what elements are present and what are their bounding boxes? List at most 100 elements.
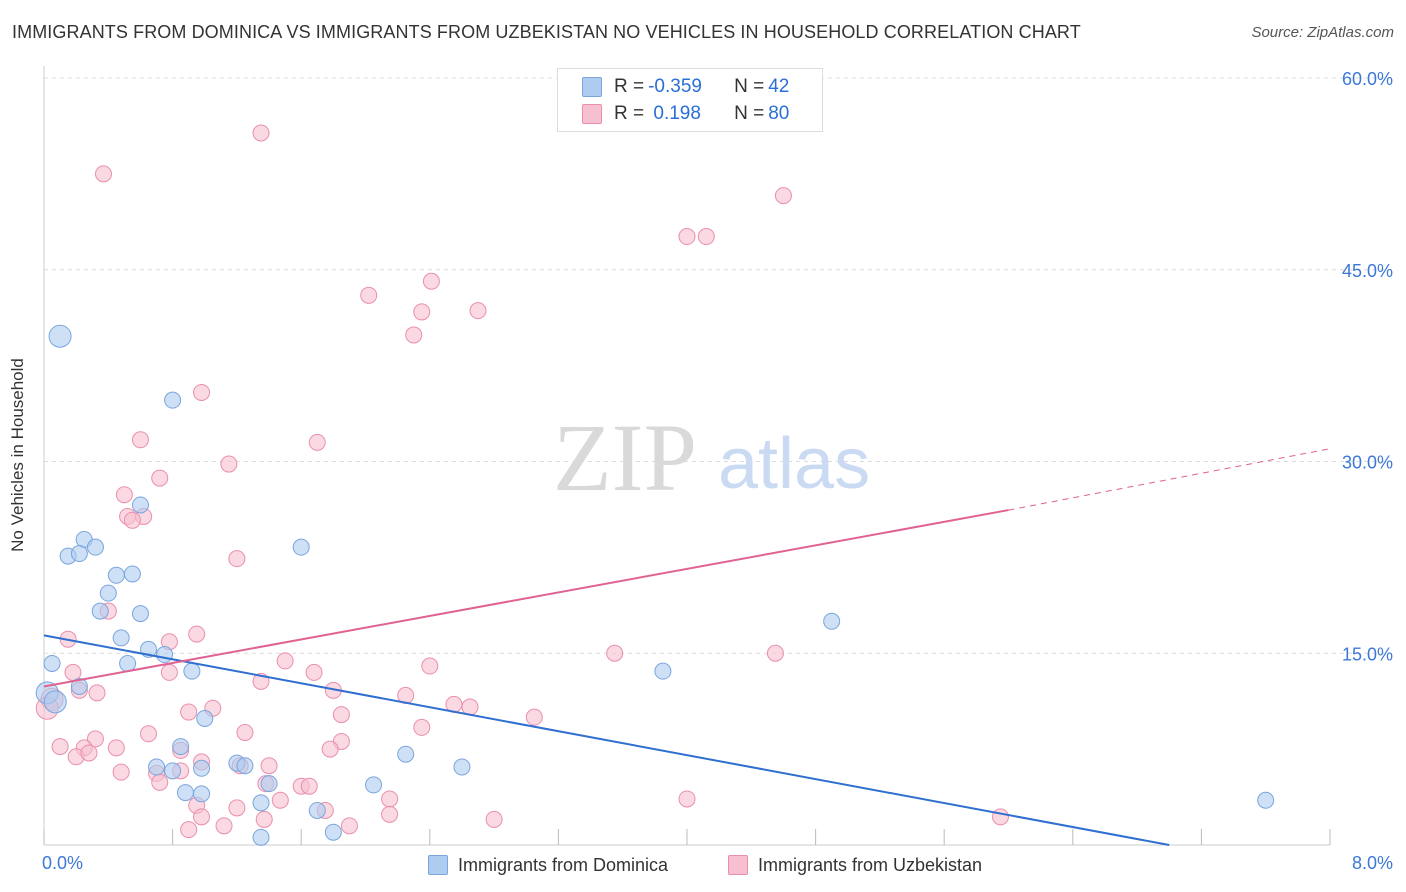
uzbekistan-point bbox=[115, 486, 133, 504]
dominica-point bbox=[365, 776, 383, 794]
dominica-point bbox=[176, 784, 194, 802]
uzbekistan-point bbox=[606, 644, 624, 662]
legend-swatch-uzbekistan bbox=[582, 104, 602, 124]
uzbekistan-point bbox=[381, 805, 399, 823]
uzbekistan-point bbox=[228, 799, 246, 817]
legend-r-label: R = bbox=[614, 76, 645, 97]
legend-item-uzbekistan: Immigrants from Uzbekistan bbox=[728, 852, 982, 878]
legend-swatch-dominica bbox=[428, 855, 448, 875]
uzbekistan-point bbox=[180, 703, 198, 721]
dominica-point bbox=[654, 662, 672, 680]
dominica-point bbox=[43, 690, 67, 714]
dominica-point bbox=[196, 709, 214, 727]
dominica-point bbox=[164, 391, 182, 409]
uzbekistan-point bbox=[774, 187, 792, 205]
y-axis-label: No Vehicles in Household bbox=[8, 358, 27, 552]
uzbekistan-point bbox=[469, 302, 487, 320]
dominica-point bbox=[1257, 791, 1275, 809]
y-tick-label: 15.0% bbox=[1342, 644, 1393, 664]
uzbekistan-point bbox=[461, 698, 479, 716]
uzbekistan-point bbox=[94, 165, 112, 183]
gridlines bbox=[44, 77, 1392, 654]
uzbekistan-point bbox=[80, 744, 98, 762]
watermark: ZIP atlas bbox=[553, 404, 870, 511]
uzbekistan-point bbox=[64, 663, 82, 681]
dominica-point bbox=[164, 762, 182, 780]
uzbekistan-point bbox=[678, 228, 696, 246]
uzbekistan-point bbox=[139, 725, 157, 743]
dominica-point bbox=[172, 738, 190, 756]
uzbekistan-point bbox=[413, 718, 431, 736]
uzbekistan-point bbox=[188, 625, 206, 643]
dominica-trendline bbox=[43, 634, 1170, 846]
dominica-point bbox=[43, 654, 61, 672]
dominica-point bbox=[183, 662, 201, 680]
uzbekistan-point bbox=[255, 810, 273, 828]
uzbekistan-point bbox=[321, 740, 339, 758]
uzbekistan-point bbox=[151, 773, 169, 791]
legend-n-value: 42 bbox=[768, 76, 790, 97]
uzbekistan-point bbox=[485, 810, 503, 828]
dominica-point bbox=[324, 823, 342, 841]
dominica-point bbox=[123, 565, 141, 583]
dominica-point bbox=[156, 646, 174, 664]
uzbekistan-trendline-extension bbox=[1008, 448, 1331, 511]
uzbekistan-point bbox=[193, 808, 211, 826]
watermark-atlas: atlas bbox=[718, 424, 870, 504]
uzbekistan-point bbox=[360, 286, 378, 304]
chart-title: IMMIGRANTS FROM DOMINICA VS IMMIGRANTS F… bbox=[12, 22, 1081, 42]
uzbekistan-point bbox=[697, 228, 715, 246]
tick-labels: 15.0% 30.0% 45.0% 60.0% 0.0% 8.0% bbox=[42, 69, 1393, 873]
dominica-point bbox=[453, 758, 471, 776]
uzbekistan-point bbox=[332, 706, 350, 724]
legend-swatch-uzbekistan bbox=[728, 855, 748, 875]
x-tick-label: 8.0% bbox=[1352, 853, 1393, 873]
uzbekistan-point bbox=[766, 644, 784, 662]
uzbekistan-point bbox=[305, 663, 323, 681]
uzbekistan-point bbox=[405, 326, 423, 344]
y-tick-label: 60.0% bbox=[1342, 69, 1393, 89]
uzbekistan-point bbox=[193, 383, 211, 401]
legend-item-dominica: Immigrants from Dominica bbox=[428, 852, 668, 878]
uzbekistan-point bbox=[107, 739, 125, 757]
uzbekistan-point bbox=[151, 469, 169, 487]
dominica-point bbox=[119, 654, 137, 672]
uzbekistan-point bbox=[112, 763, 130, 781]
dominica-point bbox=[107, 566, 125, 584]
dominica-point bbox=[86, 538, 104, 556]
legend-n-value: 80 bbox=[768, 103, 790, 124]
legend-n-label: N = bbox=[734, 76, 765, 97]
dominica-point bbox=[131, 496, 149, 514]
uzbekistan-point bbox=[340, 817, 358, 835]
uzbekistan-point bbox=[413, 303, 431, 321]
dominica-point bbox=[308, 801, 326, 819]
legend-row-uzbekistan: R = 0.198 N = 80 bbox=[582, 102, 789, 126]
dominica-point bbox=[91, 602, 109, 620]
dominica-point bbox=[252, 828, 270, 846]
uzbekistan-point bbox=[271, 791, 289, 809]
dominica-point bbox=[252, 794, 270, 812]
correlation-legend: R = -0.359 N = 42 R = 0.198 N = 80 bbox=[557, 68, 823, 132]
dominica-point bbox=[292, 538, 310, 556]
dominica-point bbox=[70, 545, 88, 563]
uzbekistan-point bbox=[525, 708, 543, 726]
dominica-point bbox=[99, 584, 117, 602]
uzbekistan-point bbox=[131, 431, 149, 449]
uzbekistan-point bbox=[991, 808, 1009, 826]
legend-swatch-dominica bbox=[582, 77, 602, 97]
dominica-point bbox=[236, 757, 254, 775]
dominica-point bbox=[48, 324, 72, 348]
dominica-point bbox=[70, 677, 88, 695]
x-tick-label: 0.0% bbox=[42, 853, 83, 873]
y-tick-label: 45.0% bbox=[1342, 261, 1393, 281]
legend-r-value: 0.198 bbox=[648, 103, 701, 124]
uzbekistan-point bbox=[88, 684, 106, 702]
uzbekistan-point bbox=[252, 124, 270, 142]
uzbekistan-point bbox=[228, 550, 246, 568]
dominica-point bbox=[193, 785, 211, 803]
uzbekistan-point bbox=[220, 455, 238, 473]
uzbekistan-point bbox=[381, 790, 399, 808]
uzbekistan-point bbox=[236, 724, 254, 742]
uzbekistan-point bbox=[260, 757, 278, 775]
